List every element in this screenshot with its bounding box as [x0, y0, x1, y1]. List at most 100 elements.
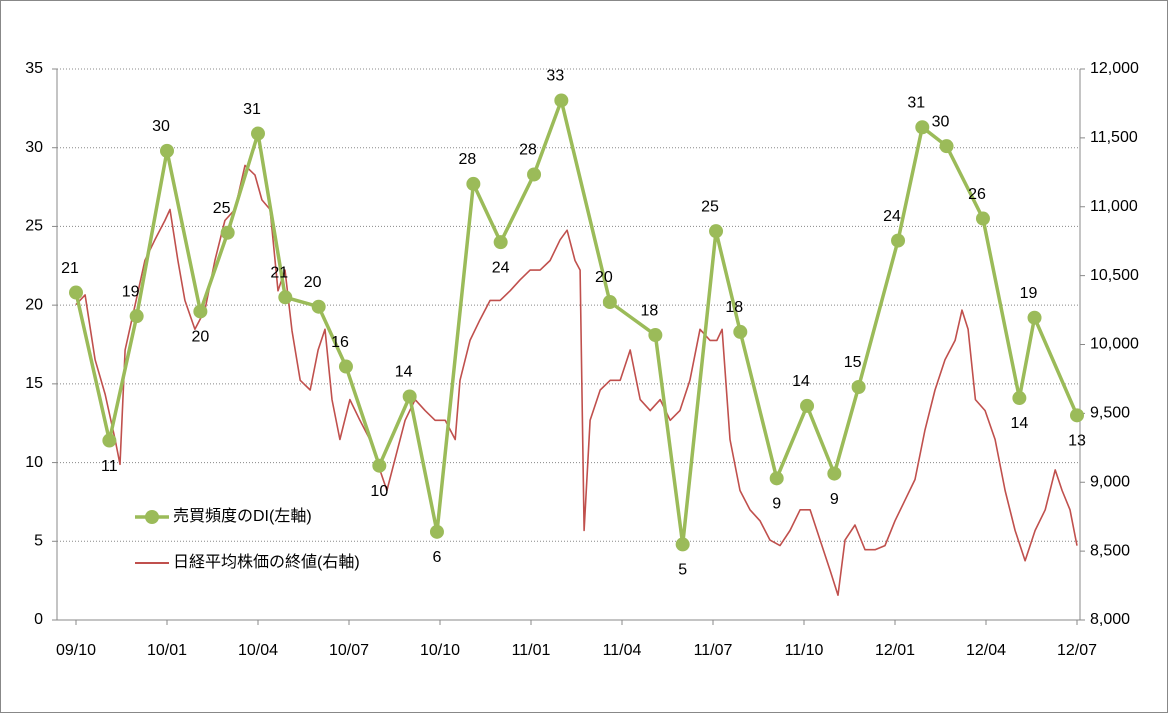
data-label: 13	[1068, 433, 1086, 450]
data-label: 31	[243, 101, 261, 118]
point	[1027, 310, 1042, 325]
data-label: 25	[701, 198, 719, 215]
point	[648, 328, 663, 343]
point	[602, 294, 617, 309]
y2-tick-label: 9,500	[1090, 405, 1130, 422]
point	[915, 120, 930, 135]
point	[160, 143, 174, 158]
data-label: 9	[830, 491, 839, 508]
point	[675, 537, 690, 552]
data-label: 18	[640, 302, 658, 319]
point	[493, 235, 508, 250]
point	[251, 126, 265, 141]
point	[1070, 408, 1084, 423]
data-label: 24	[492, 259, 510, 276]
x-tick-label: 12/07	[1057, 642, 1097, 659]
data-label: 30	[932, 113, 950, 130]
data-label: 31	[907, 94, 925, 111]
data-label: 26	[968, 186, 986, 203]
data-label: 20	[191, 329, 209, 346]
point	[554, 93, 569, 108]
point	[800, 398, 815, 413]
point	[278, 290, 293, 305]
x-tick-label: 09/10	[56, 642, 96, 659]
point	[709, 224, 724, 239]
data-label: 10	[370, 483, 388, 500]
data-label: 11	[101, 458, 118, 475]
data-label: 14	[395, 364, 413, 381]
y-tick-label: 30	[25, 139, 43, 156]
point	[527, 167, 542, 182]
x-tick-label: 10/04	[238, 642, 278, 659]
data-label: 21	[270, 264, 288, 281]
x-tick-label: 12/04	[966, 642, 1006, 659]
point	[827, 466, 842, 481]
x-tick-label: 10/10	[420, 642, 460, 659]
point	[733, 324, 748, 339]
point	[975, 211, 990, 226]
y-tick-label: 15	[25, 375, 43, 392]
x-tick-label: 11/07	[694, 642, 733, 659]
y2-tick-label: 8,000	[1090, 611, 1130, 628]
point	[193, 304, 208, 319]
point	[939, 139, 954, 154]
point	[129, 309, 144, 324]
point	[429, 524, 444, 539]
data-label: 6	[433, 549, 442, 566]
x-tick-label: 11/04	[603, 642, 642, 659]
x-tick-label: 10/01	[147, 642, 187, 659]
y-tick-label: 35	[25, 60, 43, 77]
data-label: 18	[725, 299, 743, 316]
data-label: 15	[844, 354, 862, 371]
legend-label: 売買頻度のDI(左軸)	[173, 507, 312, 525]
y-tick-label: 0	[34, 611, 43, 628]
y2-tick-label: 11,500	[1090, 129, 1138, 146]
y2-tick-label: 11,000	[1090, 198, 1138, 215]
point	[466, 176, 481, 191]
point	[220, 225, 235, 240]
data-label: 28	[458, 151, 476, 168]
data-label: 20	[595, 269, 613, 286]
data-label: 19	[1020, 285, 1038, 302]
data-label: 28	[519, 142, 537, 159]
point	[102, 433, 117, 448]
y2-tick-label: 10,500	[1090, 267, 1139, 284]
x-tick-label: 12/01	[875, 642, 915, 659]
point	[851, 380, 866, 395]
y-tick-label: 20	[25, 296, 43, 313]
point	[402, 389, 417, 404]
y-tick-label: 25	[25, 218, 43, 235]
data-label: 24	[883, 208, 901, 225]
y2-tick-label: 12,000	[1090, 60, 1139, 77]
data-label: 20	[304, 274, 322, 291]
data-label: 21	[61, 260, 79, 277]
data-label: 33	[546, 68, 564, 85]
point	[1012, 391, 1027, 406]
point	[338, 359, 353, 374]
legend-marker	[145, 510, 159, 524]
point	[311, 299, 326, 314]
y-tick-label: 10	[25, 454, 43, 471]
x-tick-label: 11/10	[785, 642, 824, 659]
y2-tick-label: 9,000	[1090, 473, 1130, 490]
data-label: 14	[1010, 415, 1028, 432]
point	[372, 458, 387, 473]
data-label: 5	[678, 562, 687, 579]
x-tick-label: 11/01	[512, 642, 551, 659]
data-label: 9	[772, 496, 781, 513]
data-label: 16	[331, 334, 349, 351]
point	[769, 471, 784, 486]
y2-tick-label: 8,500	[1090, 542, 1130, 559]
data-label: 30	[152, 118, 170, 135]
x-tick-label: 10/07	[329, 642, 369, 659]
point	[69, 285, 83, 300]
point	[891, 233, 906, 248]
y2-tick-label: 10,000	[1090, 336, 1139, 353]
y-tick-label: 5	[34, 533, 43, 550]
data-label: 14	[792, 373, 810, 390]
legend-label: 日経平均株価の終値(右軸)	[173, 553, 360, 571]
data-label: 19	[122, 283, 140, 300]
data-label: 25	[213, 200, 231, 217]
